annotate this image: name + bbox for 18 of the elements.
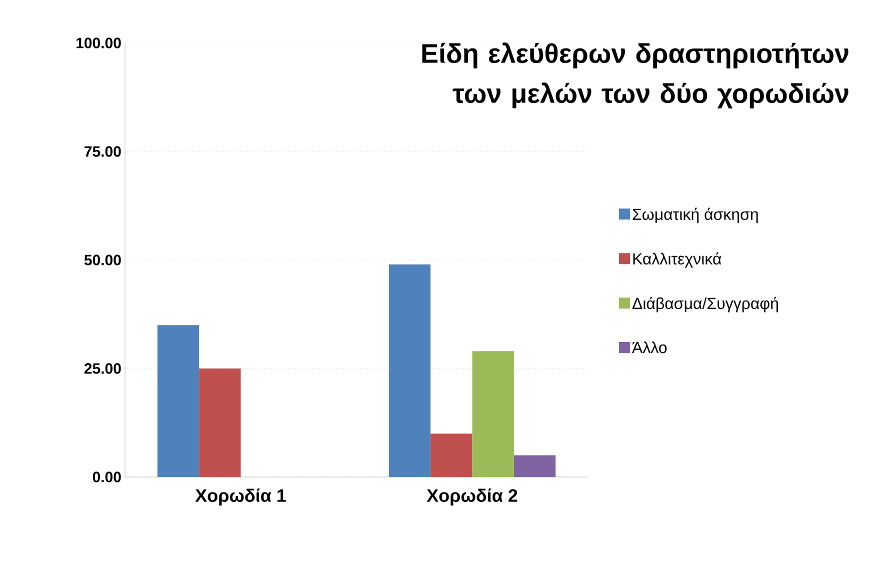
y-tick-label: 25.00 [84,363,121,374]
legend-label: Διάβασμα/Συγγραφή [632,296,778,312]
bar [430,434,472,477]
bar [388,264,431,477]
y-tick-label: 50.00 [84,254,121,266]
legend-label: Καλλιτεχνικά [633,252,722,268]
x-tick-label: Χορωδία 2 [426,488,518,506]
y-tick-label: 75.00 [84,146,121,157]
bar [157,325,200,477]
y-tick-label: 100.00 [76,38,121,48]
legend-label: Σωματική άσκηση [632,208,758,224]
x-tick-label: Χορωδία 1 [195,488,286,506]
bar [514,455,556,477]
legend-label: Άλλο [632,341,667,354]
bar [199,368,241,477]
text: Είδη ελεύθερων δραστηριοτήτων των μελών των δύο χορωδιών [422,42,848,108]
y-tick-label: 0.00 [92,472,121,482]
bar [472,351,514,477]
